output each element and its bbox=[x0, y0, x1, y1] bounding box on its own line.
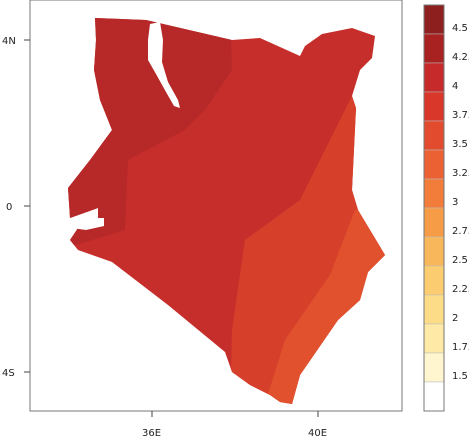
colorbar-label: 3.75 bbox=[452, 110, 469, 121]
colorbar-label: 1.75 bbox=[452, 342, 469, 353]
colorbar-swatch bbox=[423, 381, 445, 412]
colorbar-label: 3.5 bbox=[452, 139, 468, 150]
colorbar: 4.5 4.25 4 3.75 3.5 3.25 3 2.75 2.5 2.25 2 1.75 1.5 bbox=[423, 4, 469, 412]
colorbar-label: 2.25 bbox=[452, 284, 469, 295]
colorbar-label: 2.75 bbox=[452, 226, 469, 237]
colorbar-swatch bbox=[423, 265, 445, 296]
colorbar-label: 3.25 bbox=[452, 168, 469, 179]
colorbar-swatch bbox=[423, 120, 445, 151]
colorbar-swatch bbox=[423, 178, 445, 209]
colorbar-frame bbox=[423, 4, 445, 412]
colorbar-label: 2.5 bbox=[452, 255, 468, 266]
lat-label-4n: 4N bbox=[2, 36, 16, 47]
colorbar-label: 4.5 bbox=[452, 23, 468, 34]
colorbar-swatch bbox=[423, 352, 445, 383]
colorbar-swatch bbox=[423, 207, 445, 238]
colorbar-swatch bbox=[423, 149, 445, 180]
lon-label-36e: 36E bbox=[142, 428, 161, 439]
lat-label-0: 0 bbox=[6, 202, 12, 213]
lake-turkana bbox=[148, 22, 180, 108]
colorbar-swatch bbox=[423, 236, 445, 267]
colorbar-swatch bbox=[423, 91, 445, 122]
colorbar-swatch bbox=[423, 323, 445, 354]
colorbar-swatch bbox=[423, 33, 445, 64]
lon-label-40e: 40E bbox=[308, 428, 327, 439]
lake-victoria-inlet bbox=[72, 218, 104, 230]
lon-axis: 36E 40E bbox=[142, 411, 327, 439]
colorbar-label: 4.25 bbox=[452, 52, 469, 63]
colorbar-swatch bbox=[423, 4, 445, 35]
colorbar-label: 2 bbox=[452, 313, 458, 324]
colorbar-label: 3 bbox=[452, 197, 458, 208]
colorbar-swatch bbox=[423, 294, 445, 325]
lat-axis: 4N 0 4S bbox=[2, 36, 30, 379]
colorbar-label: 1.5 bbox=[452, 371, 468, 382]
colorbar-label: 4 bbox=[452, 81, 458, 92]
fill-northwest-region bbox=[68, 18, 232, 250]
lat-label-4s: 4S bbox=[2, 368, 15, 379]
colorbar-swatch bbox=[423, 62, 445, 93]
